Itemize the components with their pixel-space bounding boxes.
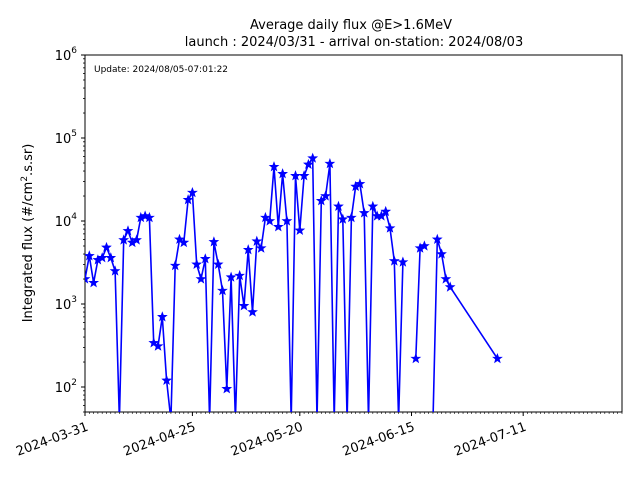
y-tick-base: 10 [55, 132, 72, 147]
data-point-marker [118, 234, 130, 245]
y-tick-base: 10 [55, 298, 72, 313]
data-point-marker [307, 152, 319, 163]
data-point-marker [217, 284, 228, 296]
y-tick-label: 105 [55, 129, 77, 147]
data-point-marker [255, 242, 267, 253]
data-point-marker [88, 277, 100, 288]
y-tick-base: 10 [55, 381, 72, 396]
y-tick-base: 10 [55, 49, 72, 64]
data-point-marker [436, 248, 447, 259]
data-point-marker [221, 383, 233, 394]
data-point-marker [345, 211, 357, 223]
data-point-marker [85, 273, 91, 284]
y-tick-label: 103 [55, 295, 77, 313]
data-point-marker [410, 352, 422, 364]
data-point-marker [101, 241, 112, 252]
data-point-marker [320, 190, 331, 201]
y-axis-label-rest: .s.sr) [21, 144, 36, 176]
data-point-marker [96, 252, 108, 263]
data-point-marker [169, 259, 181, 271]
data-point-marker [242, 244, 254, 255]
data-point-marker [247, 306, 258, 317]
data-point-marker [298, 170, 310, 181]
y-axis-label-sup: 2 [20, 176, 30, 182]
data-point-marker [431, 233, 443, 245]
data-point-marker [105, 252, 117, 263]
data-point-marker [358, 207, 370, 218]
data-point-marker [212, 258, 224, 270]
data-point-marker [277, 168, 289, 179]
y-tick-label: 104 [55, 212, 78, 230]
y-tick-base: 10 [55, 215, 72, 230]
data-point-marker [302, 158, 314, 169]
data-point-marker [444, 281, 456, 292]
y-axis-label-text: Integrated flux (#/cm [21, 182, 36, 323]
data-point-marker [337, 213, 349, 224]
data-point-marker [440, 273, 452, 284]
data-point-marker [384, 222, 396, 233]
data-point-marker [315, 195, 327, 206]
data-point-marker [225, 271, 237, 282]
data-point-marker [354, 178, 366, 189]
series-layer [85, 152, 503, 412]
data-point-marker [157, 311, 168, 322]
y-tick-label: 106 [55, 46, 78, 64]
chart-title-line1: Average daily flux @E>1.6MeV [250, 18, 452, 33]
data-point-marker [376, 210, 387, 221]
data-point-marker [264, 215, 276, 226]
chart-title-line2: launch : 2024/03/31 - arrival on-station… [185, 35, 523, 50]
y-tick-label: 102 [55, 378, 77, 396]
data-point-marker [131, 234, 142, 245]
y-tick-exp: 3 [71, 295, 77, 305]
data-point-marker [333, 200, 344, 212]
data-point-marker [186, 186, 198, 198]
data-point-marker [182, 194, 194, 205]
data-point-marker [85, 250, 95, 261]
data-point-marker [109, 265, 121, 276]
y-tick-exp: 5 [71, 129, 77, 139]
data-point-marker [418, 240, 430, 251]
data-point-marker [152, 340, 164, 351]
update-annotation: Update: 2024/08/05-07:01:22 [94, 65, 228, 75]
data-point-marker [234, 269, 246, 281]
data-point-marker [268, 161, 280, 172]
data-point-marker [367, 200, 379, 212]
data-point-marker [195, 273, 207, 284]
data-point-marker [161, 374, 173, 386]
y-tick-exp: 4 [71, 212, 77, 222]
data-point-marker [294, 224, 306, 236]
data-point-marker [324, 158, 336, 169]
data-point-marker [388, 255, 400, 266]
data-point-marker [273, 221, 284, 232]
data-point-marker [122, 225, 134, 236]
data-point-marker [208, 236, 220, 247]
data-point-marker [397, 256, 409, 267]
y-axis-label: Integrated flux (#/cm2.s.sr) [20, 144, 36, 323]
data-point-marker [144, 211, 155, 223]
y-tick-exp: 2 [71, 378, 77, 388]
data-point-marker [199, 253, 211, 264]
data-point-marker [238, 300, 250, 311]
data-point-marker [281, 215, 293, 226]
data-point-marker [191, 258, 203, 270]
y-tick-exp: 6 [71, 46, 77, 56]
data-point-marker [492, 352, 503, 364]
data-point-marker [380, 205, 392, 217]
data-point-marker [251, 235, 263, 246]
data-point-marker [178, 236, 190, 248]
